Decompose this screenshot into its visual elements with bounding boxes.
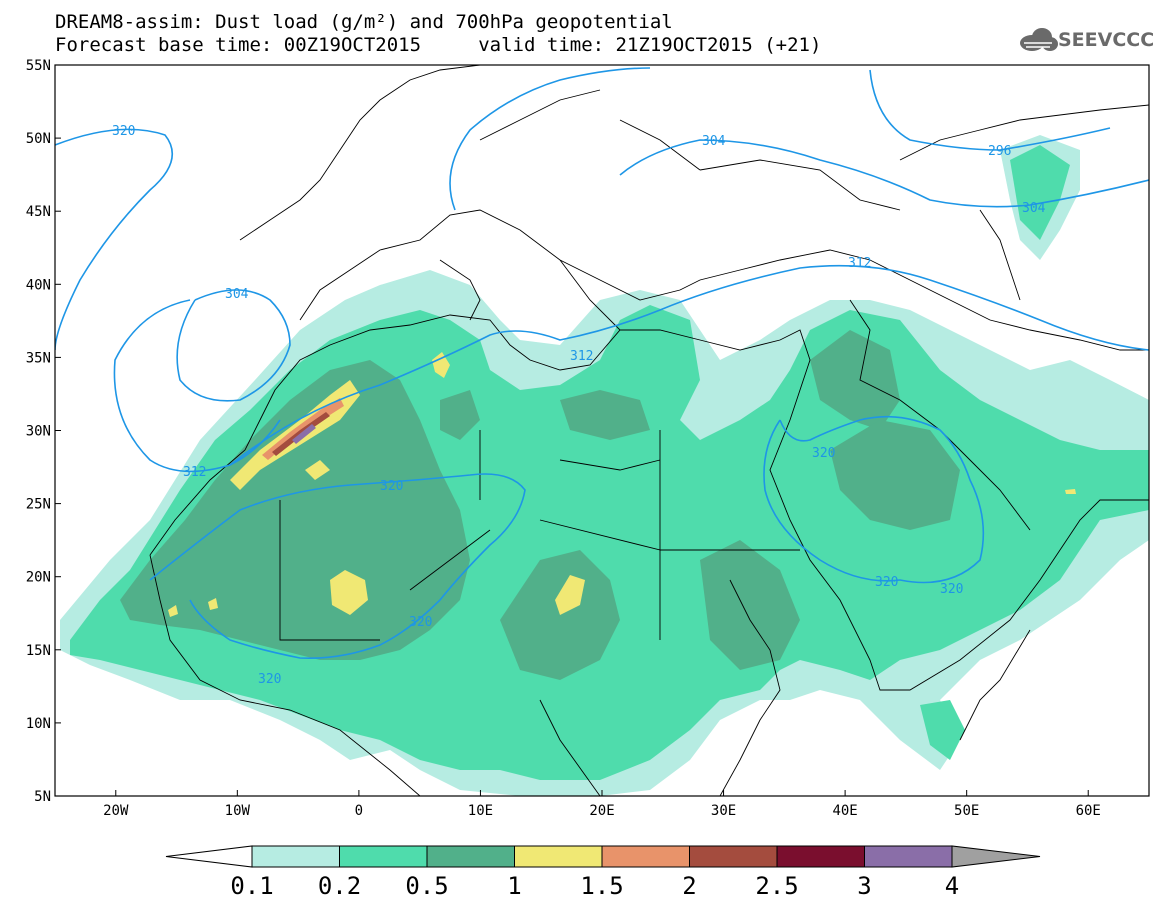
contour-label: 304: [225, 287, 249, 302]
lon-tick-label: 30E: [711, 803, 736, 819]
colorbar-tick-label: 2.5: [755, 872, 799, 900]
colorbar-tick-label: 0.1: [230, 872, 274, 900]
lon-tick-label: 60E: [1076, 803, 1101, 819]
lat-tick-label: 5N: [34, 789, 51, 805]
lat-tick-label: 35N: [26, 350, 51, 366]
contour-label: 320: [940, 582, 963, 597]
lat-tick-label: 40N: [26, 277, 51, 293]
lat-tick-label: 30N: [26, 424, 51, 440]
lat-tick-label: 10N: [26, 716, 51, 732]
contour-label: 320: [380, 479, 403, 494]
colorbar-segment: [251, 845, 340, 868]
longitude-axis: 20W 10W 0 10E 20E 30E 40E 50E 60E: [103, 790, 1101, 819]
contour-label: 320: [812, 446, 835, 461]
lon-tick-label: 0: [355, 803, 363, 819]
colorbar-tick-label: 3: [857, 872, 872, 900]
colorbar-segment: [689, 845, 778, 868]
latitude-axis: 55N 50N 45N 40N 35N 30N 25N 20N 15N 10N 5N: [26, 58, 61, 805]
lon-tick-label: 10W: [225, 803, 251, 819]
lat-tick-label: 45N: [26, 204, 51, 220]
colorbar-tick-label: 0.5: [405, 872, 449, 900]
contour-label: 320: [258, 672, 281, 687]
map-title: DREAM8-assim: Dust load (g/m²) and 700hP…: [55, 11, 673, 33]
contour-label: 312: [848, 256, 871, 271]
dust-load-field: [60, 135, 1149, 796]
contour-label: 312: [570, 349, 593, 364]
colorbar: [165, 845, 1041, 868]
cloud-logo-icon: [1020, 28, 1058, 51]
logo-text: SEEVCCC: [1058, 29, 1155, 51]
colorbar-tick-label: 0.2: [317, 872, 362, 900]
colorbar-right-arrow: [951, 845, 1041, 868]
lat-tick-label: 50N: [26, 131, 51, 147]
lon-tick-label: 10E: [468, 803, 493, 819]
map-subtitle: Forecast base time: 00Z19OCT2015 valid t…: [55, 34, 822, 56]
colorbar-tick-label: 1.5: [580, 872, 624, 900]
colorbar-segment: [339, 845, 428, 868]
contour-label: 312: [183, 465, 206, 480]
lat-tick-label: 25N: [26, 497, 51, 513]
contour-label: 304: [702, 134, 726, 149]
colorbar-left-arrow: [165, 845, 253, 868]
colorbar-segment: [776, 845, 865, 868]
coastlines-and-borders: [149, 65, 1149, 796]
lon-tick-label: 20E: [589, 803, 614, 819]
colorbar-segment: [601, 845, 690, 868]
colorbar-tick-label: 2: [682, 872, 697, 900]
lon-tick-label: 50E: [954, 803, 979, 819]
colorbar-tick-label: 4: [944, 872, 960, 900]
contour-label: 320: [112, 124, 135, 139]
lon-tick-label: 40E: [832, 803, 857, 819]
contour-label: 320: [875, 575, 898, 590]
colorbar-segment: [426, 845, 515, 868]
contour-label: 320: [409, 615, 432, 630]
lat-tick-label: 55N: [26, 58, 51, 74]
lat-tick-label: 20N: [26, 570, 51, 586]
colorbar-tick-label: 1: [507, 872, 522, 900]
colorbar-segment: [514, 845, 603, 868]
geopotential-contours: [55, 67, 1149, 660]
colorbar-segment: [864, 845, 953, 868]
lat-tick-label: 15N: [26, 643, 51, 659]
contour-label: 296: [988, 144, 1011, 159]
contour-labels: 320 304 296 304 312 304 312 312 320 320 …: [112, 124, 1046, 687]
lon-tick-label: 20W: [103, 803, 129, 819]
contour-label: 304: [1022, 201, 1046, 216]
